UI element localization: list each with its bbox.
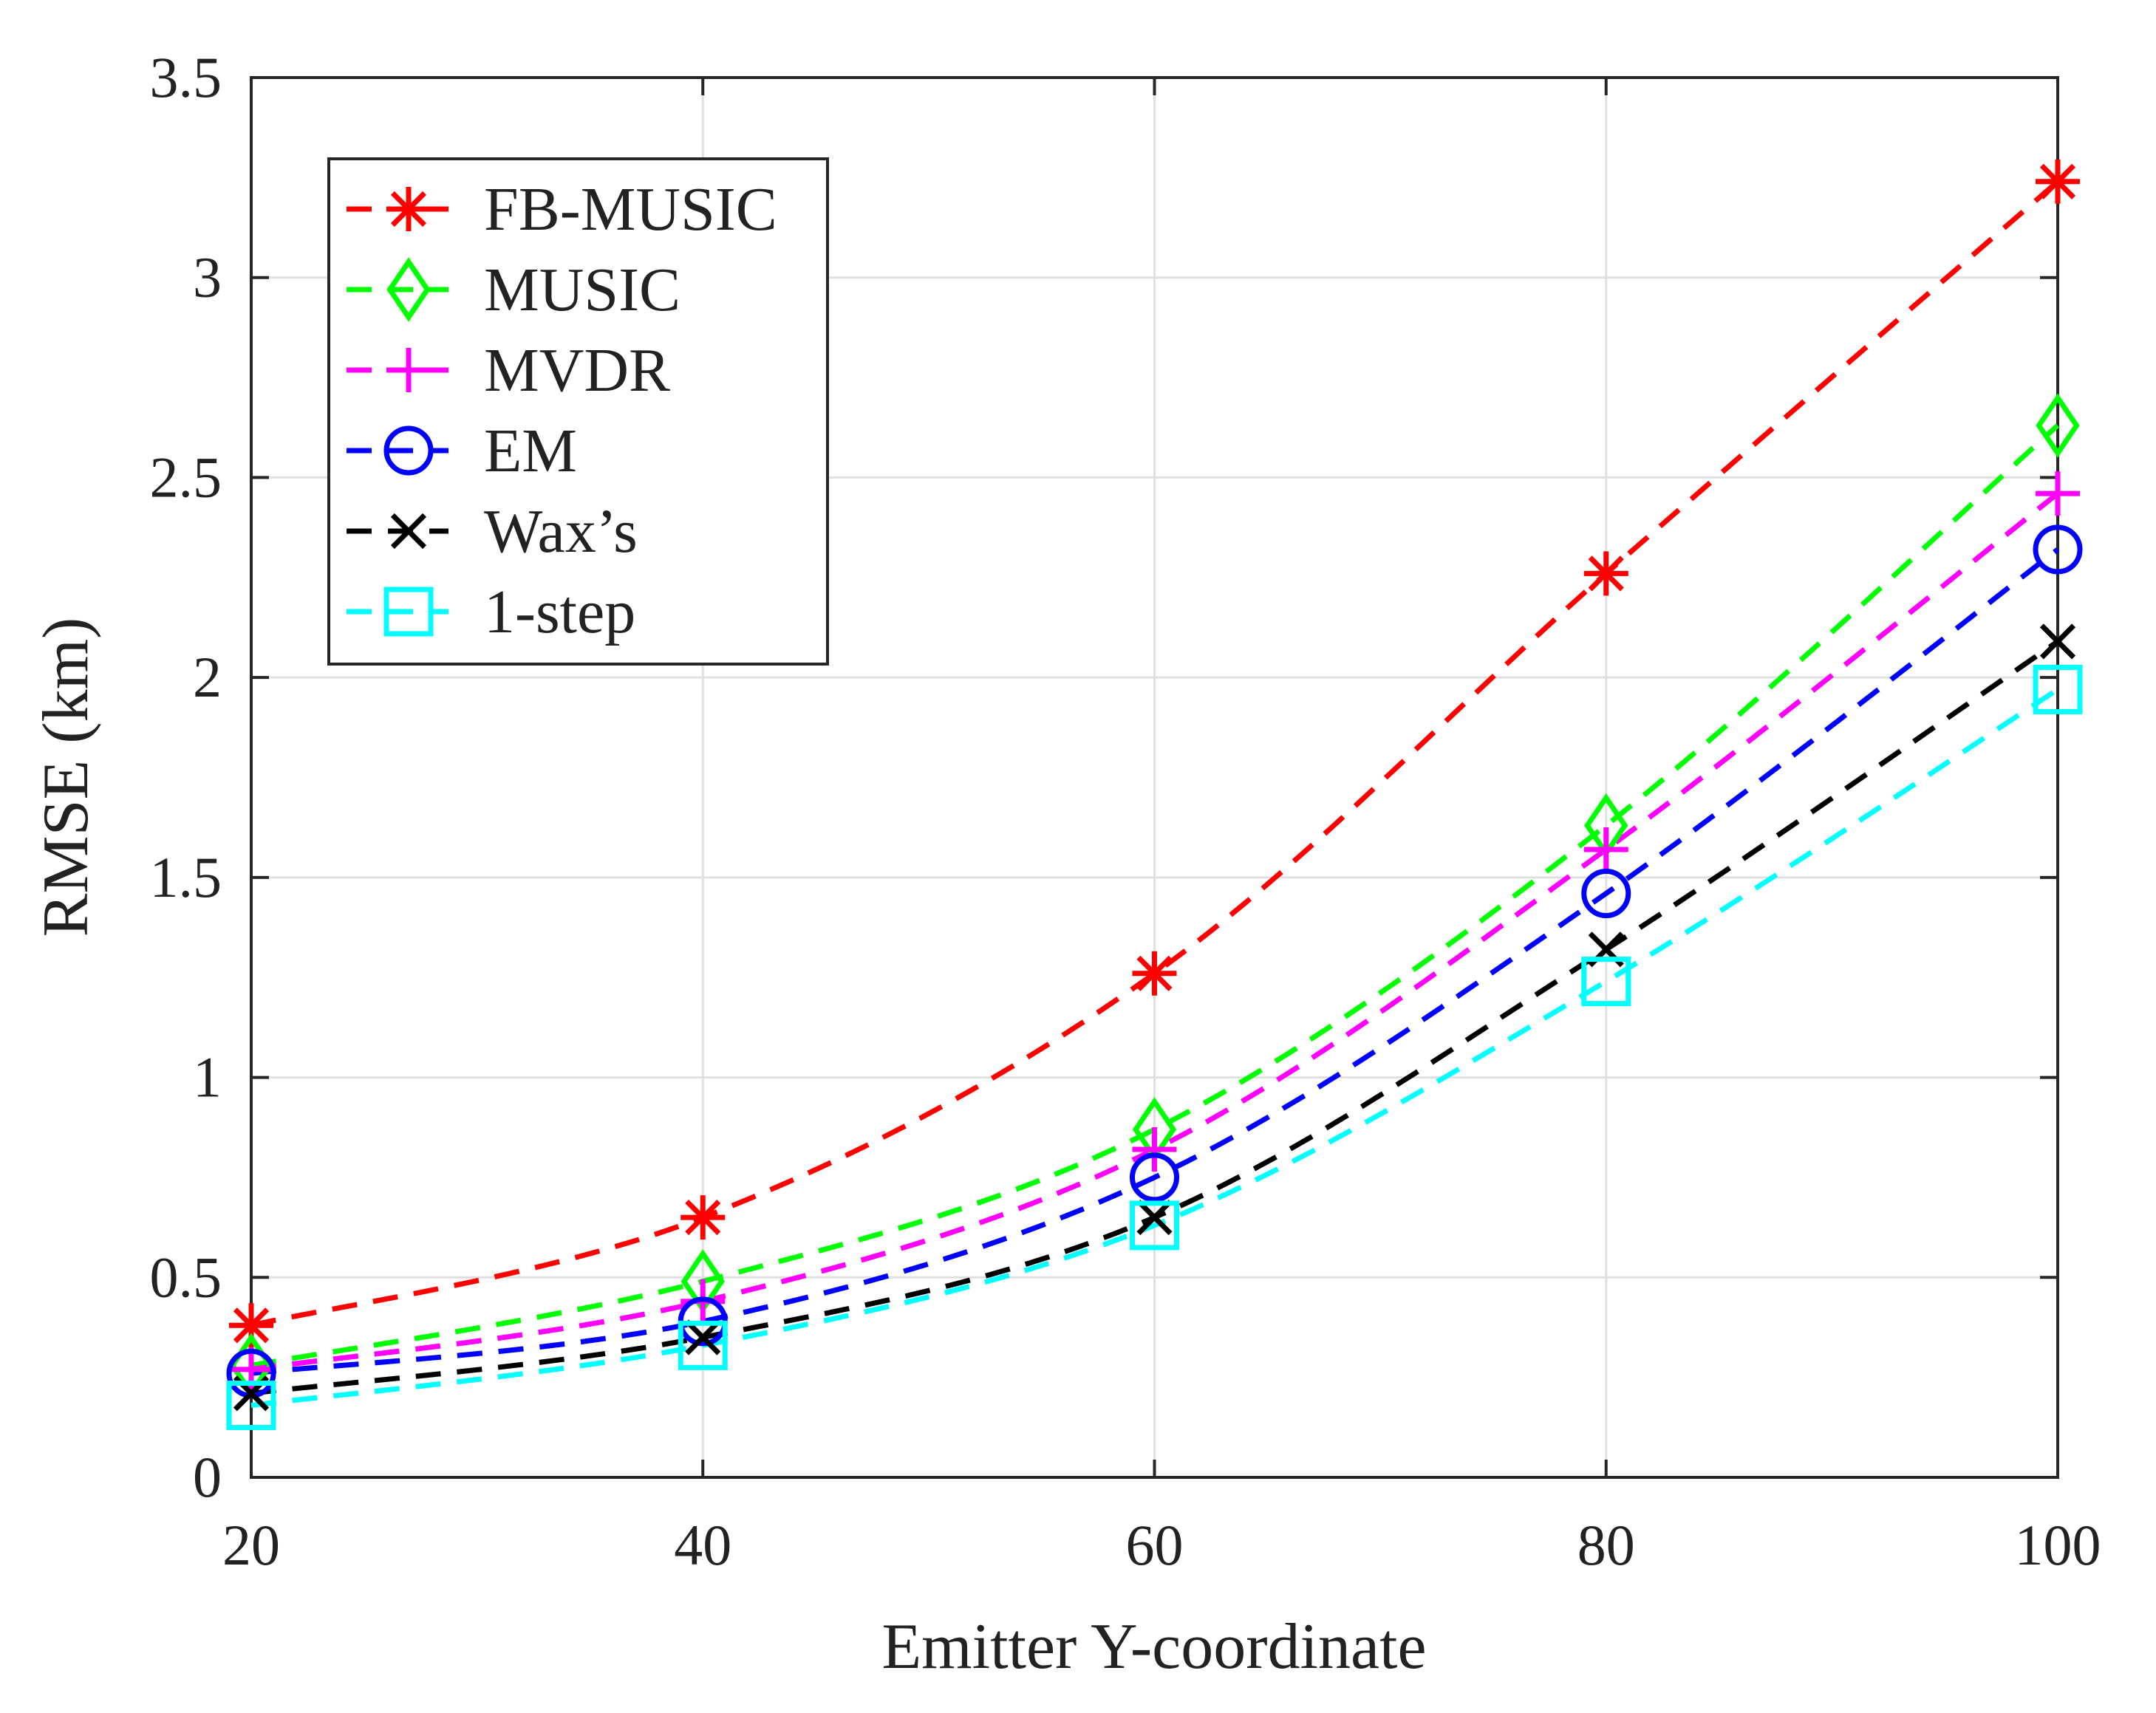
data-point-em (1130, 1152, 1179, 1203)
axis-ticks: 20 40 60 80 100 0 0.5 1 1.5 2 2.5 3 3.5 (150, 45, 2101, 1577)
data-point-1-step-shape (2033, 664, 2083, 714)
data-point-wax-s (1136, 1199, 1173, 1236)
y-tick-label: 0.5 (150, 1245, 222, 1309)
y-tick-label: 1.5 (150, 845, 222, 909)
legend-marker-fb-music (386, 187, 431, 231)
y-tick-label: 0 (193, 1445, 222, 1509)
data-point-fb-music (1132, 951, 1177, 996)
x-tick-label: 40 (674, 1513, 731, 1577)
legend-marker-em-shape (383, 425, 434, 476)
data-point-fb-music-stroke (1136, 955, 1173, 991)
data-point-1-step-shape (678, 1320, 728, 1370)
x-tick-label: 20 (222, 1513, 280, 1577)
data-point-wax-s (685, 1319, 721, 1355)
legend-marker-em (383, 425, 434, 476)
data-point-wax-s-stroke (685, 1319, 721, 1355)
y-axis-label: RMSE (km) (30, 618, 102, 937)
data-point-1-step (678, 1320, 728, 1370)
series-line-1-step (250, 687, 2059, 1409)
data-point-1-step (2033, 664, 2083, 714)
y-tick-label: 1 (193, 1045, 222, 1109)
data-point-1-step-shape (1581, 957, 1631, 1007)
series-line-mvdr (250, 491, 2060, 1372)
x-tick-label: 80 (1577, 1513, 1635, 1577)
series-line-fb-music (250, 179, 2060, 1328)
legend-label-fb-music: FB-MUSIC (484, 175, 777, 244)
data-point-em (2033, 524, 2083, 575)
legend-label-wax-s: Wax’s (484, 497, 638, 566)
legend-label-music: MUSIC (484, 256, 680, 324)
legend-box (327, 157, 829, 666)
grid-lines (250, 76, 2059, 1479)
data-point-fb-music-stroke (1588, 555, 1624, 592)
data-point-1-step-shape (1130, 1200, 1179, 1251)
legend-marker-fb-music-stroke (390, 191, 427, 228)
data-point-wax-s (2039, 623, 2076, 660)
legend-marker-wax-s (390, 513, 427, 550)
legend-marker-1-step-shape (383, 587, 434, 637)
legend-marker-wax-s-stroke (390, 513, 427, 550)
legend: FB-MUSIC MUSIC MVDR EM Wax’s 1-step (327, 157, 829, 666)
data-point-em-shape (2033, 524, 2083, 575)
data-point-fb-music (2036, 159, 2080, 204)
y-tick-label: 2 (193, 645, 222, 709)
x-tick-label: 60 (1126, 1513, 1184, 1577)
data-point-fb-music-stroke (685, 1199, 721, 1236)
legend-label-mvdr: MVDR (484, 336, 670, 405)
legend-marker-mvdr (386, 348, 431, 392)
y-tick-label: 3 (193, 245, 222, 310)
legend-marker-1-step (383, 587, 434, 637)
series-markers (226, 159, 2083, 1431)
legend-label-1-step: 1-step (484, 578, 635, 646)
series-lines (250, 179, 2060, 1409)
data-point-mvdr (1132, 1127, 1177, 1172)
data-point-1-step (1130, 1200, 1179, 1251)
data-point-fb-music-stroke (233, 1307, 270, 1344)
y-tick-label: 3.5 (150, 45, 222, 109)
data-point-fb-music-stroke (2039, 163, 2076, 199)
data-point-1-step (226, 1381, 276, 1431)
x-axis-label: Emitter Y-coordinate (881, 1611, 1426, 1683)
data-point-mvdr (1583, 827, 1628, 872)
series-line-em (250, 547, 2060, 1376)
data-point-em-shape (1130, 1152, 1179, 1203)
data-point-mvdr (2036, 471, 2080, 516)
data-point-wax-s-stroke (1136, 1199, 1173, 1236)
data-point-fb-music (680, 1195, 726, 1240)
data-point-music-shape (2036, 393, 2080, 458)
legend-marker-music (386, 257, 431, 322)
data-point-1-step (1581, 957, 1631, 1007)
x-tick-label: 100 (2015, 1513, 2101, 1577)
data-point-music (2036, 393, 2080, 458)
data-point-em (1581, 869, 1631, 919)
data-point-wax-s-stroke (2039, 623, 2076, 660)
series-line-music (250, 423, 2060, 1368)
y-tick-label: 2.5 (150, 445, 222, 509)
legend-marker-music-shape (386, 257, 431, 322)
data-point-fb-music (1583, 551, 1628, 596)
data-point-em-shape (1581, 869, 1631, 919)
series-line-wax-s (250, 639, 2059, 1396)
data-point-1-step-shape (226, 1381, 276, 1431)
legend-label-em: EM (484, 417, 577, 485)
